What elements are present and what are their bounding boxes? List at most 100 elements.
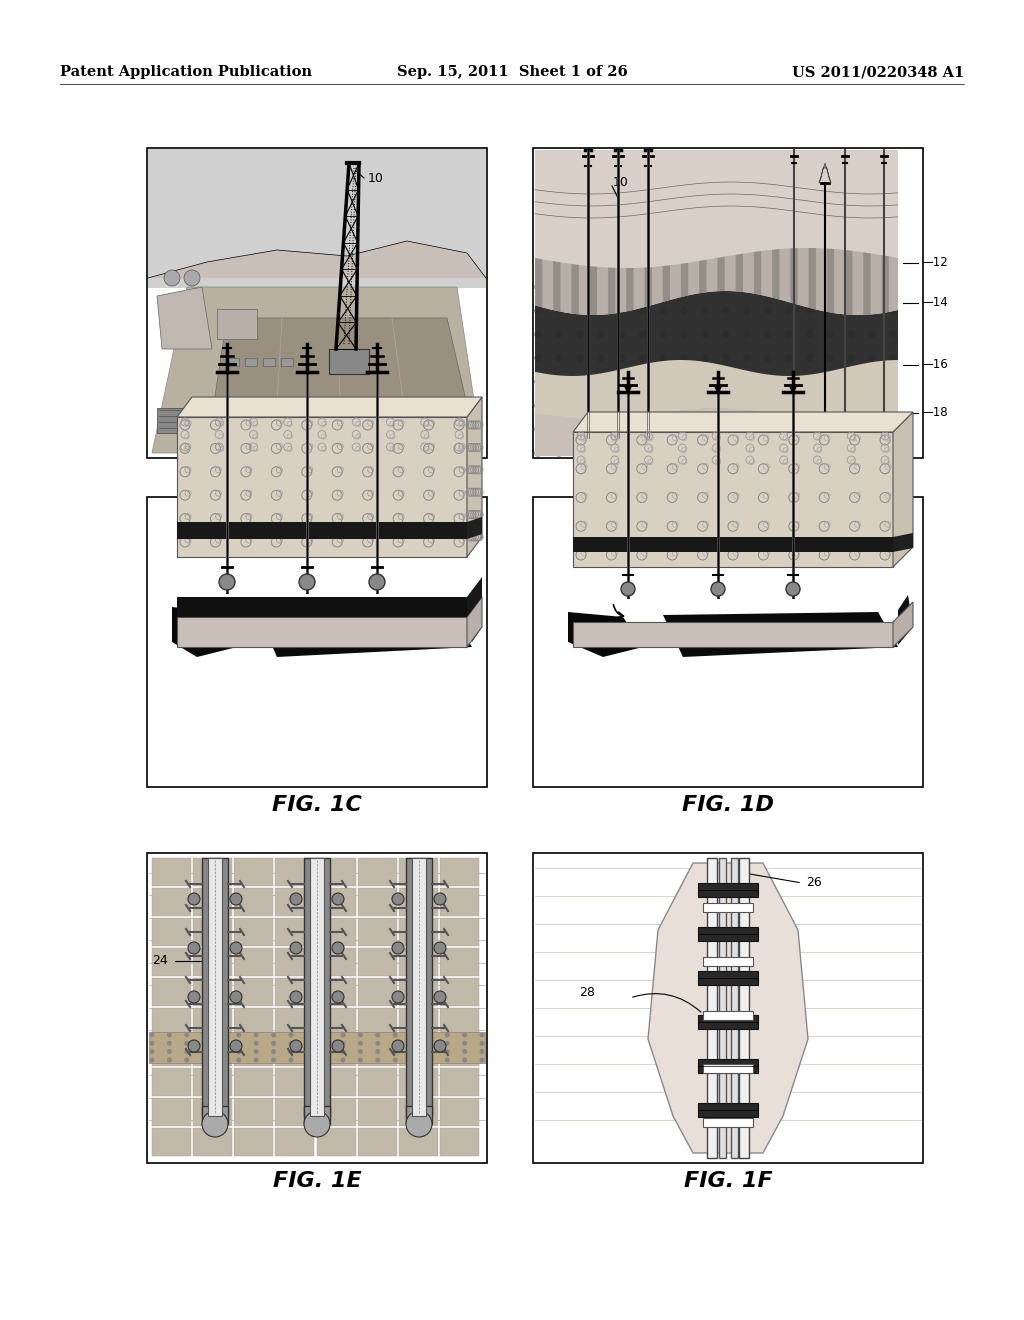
Bar (707, 858, 717, 1158)
Bar (440, 1129, 479, 1156)
Bar (719, 858, 726, 1158)
Bar (152, 917, 191, 946)
Bar (193, 888, 232, 916)
Bar (329, 348, 369, 374)
Bar (152, 978, 191, 1006)
Bar (234, 1129, 273, 1156)
Bar (234, 858, 273, 886)
Circle shape (639, 331, 646, 338)
Circle shape (659, 426, 667, 433)
Bar (739, 858, 749, 1158)
Circle shape (535, 379, 542, 385)
Circle shape (743, 308, 751, 314)
Bar (193, 1129, 232, 1156)
Circle shape (369, 574, 385, 590)
Bar (147, 148, 487, 458)
Bar (148, 854, 486, 1162)
Circle shape (701, 450, 709, 457)
Bar (275, 1068, 314, 1096)
Circle shape (219, 1041, 224, 1045)
Circle shape (639, 355, 646, 362)
Bar (281, 358, 293, 366)
Circle shape (659, 284, 667, 290)
Circle shape (332, 991, 344, 1003)
Bar (152, 888, 191, 916)
Circle shape (230, 894, 242, 906)
Circle shape (289, 1032, 294, 1038)
Circle shape (806, 426, 813, 433)
Bar (406, 858, 432, 1115)
Circle shape (535, 403, 542, 409)
Circle shape (806, 331, 813, 338)
Bar (698, 927, 758, 941)
Bar (234, 1038, 273, 1067)
Circle shape (577, 308, 584, 314)
Bar (202, 1106, 228, 1125)
Bar (152, 1038, 191, 1067)
Circle shape (167, 1032, 172, 1038)
Circle shape (479, 1057, 484, 1063)
Bar (275, 888, 314, 916)
Circle shape (219, 1049, 224, 1055)
Circle shape (806, 379, 813, 385)
Text: 20: 20 (323, 508, 339, 521)
Bar (227, 358, 239, 366)
Circle shape (806, 450, 813, 457)
Circle shape (681, 355, 688, 362)
Circle shape (237, 1041, 242, 1045)
Circle shape (681, 450, 688, 457)
Circle shape (597, 331, 604, 338)
Circle shape (890, 403, 896, 409)
Circle shape (202, 1111, 228, 1137)
Circle shape (271, 1032, 276, 1038)
Bar (399, 1038, 438, 1067)
Circle shape (434, 1040, 446, 1052)
Bar (399, 1068, 438, 1096)
Circle shape (358, 1049, 362, 1055)
Circle shape (341, 1032, 345, 1038)
Bar (147, 498, 487, 787)
Bar (193, 858, 232, 886)
Polygon shape (472, 587, 482, 642)
Bar (317, 1098, 356, 1126)
Circle shape (202, 1057, 207, 1063)
Bar (412, 858, 426, 1115)
Circle shape (764, 308, 771, 314)
Circle shape (711, 582, 725, 597)
Circle shape (237, 1032, 242, 1038)
Bar (152, 858, 191, 886)
Circle shape (701, 403, 709, 409)
Circle shape (392, 1041, 397, 1045)
Text: 28: 28 (579, 986, 595, 998)
Polygon shape (177, 417, 467, 557)
Circle shape (184, 1049, 189, 1055)
Circle shape (618, 284, 625, 290)
Circle shape (434, 894, 446, 906)
Bar (703, 1011, 753, 1019)
Circle shape (188, 942, 200, 954)
Circle shape (597, 450, 604, 457)
Circle shape (764, 450, 771, 457)
Bar (193, 1008, 232, 1036)
Polygon shape (573, 412, 913, 432)
Circle shape (681, 379, 688, 385)
Circle shape (806, 308, 813, 314)
Circle shape (785, 308, 793, 314)
Circle shape (290, 894, 302, 906)
Circle shape (306, 1041, 311, 1045)
Circle shape (868, 403, 876, 409)
Circle shape (639, 450, 646, 457)
Circle shape (868, 355, 876, 362)
Circle shape (167, 1049, 172, 1055)
Circle shape (597, 379, 604, 385)
Circle shape (723, 379, 729, 385)
Circle shape (659, 379, 667, 385)
Circle shape (618, 450, 625, 457)
Bar (399, 1129, 438, 1156)
Circle shape (392, 1040, 404, 1052)
Circle shape (306, 1057, 311, 1063)
Circle shape (392, 894, 404, 906)
Circle shape (444, 1032, 450, 1038)
Bar (217, 309, 257, 339)
Bar (534, 854, 922, 1162)
